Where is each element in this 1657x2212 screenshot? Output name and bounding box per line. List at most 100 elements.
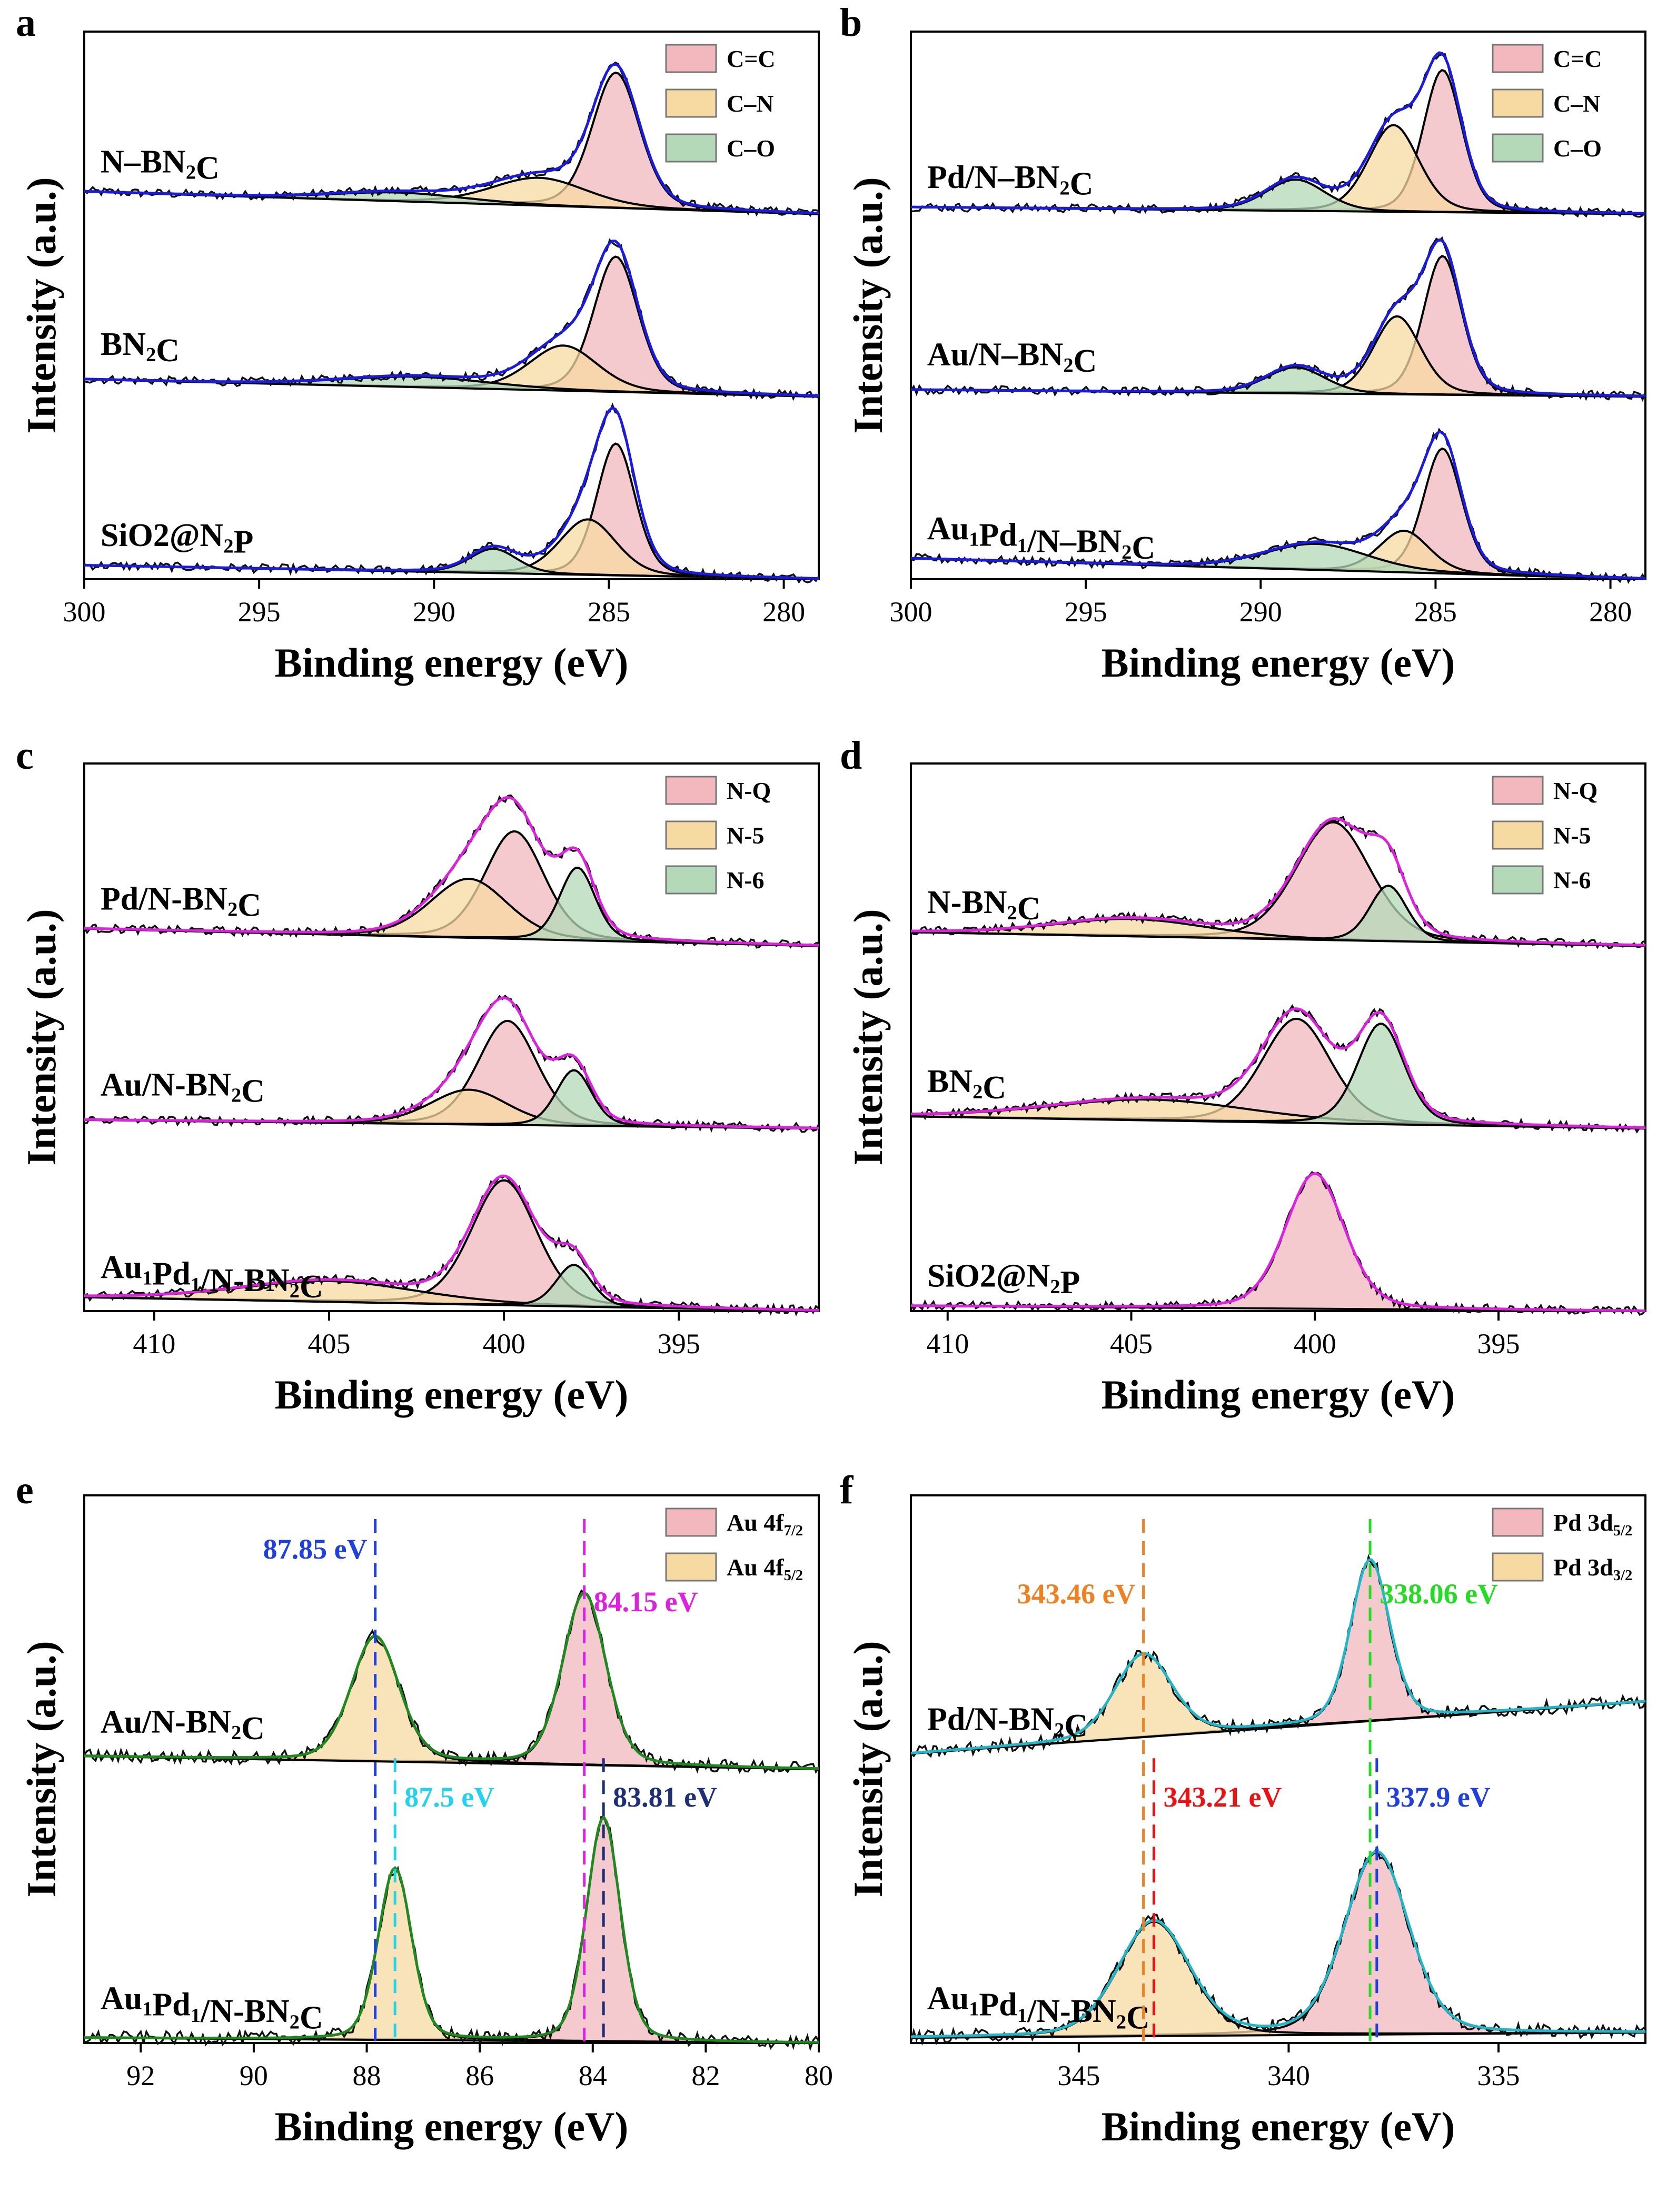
plot-frame <box>910 762 1646 1312</box>
raw-spectrum <box>910 1845 1646 2046</box>
x-tick-label: 400 <box>483 1328 525 1360</box>
sample-label: N–BN2​C <box>101 144 220 186</box>
legend-label: C–O <box>727 135 775 162</box>
legend-label: N-6 <box>1553 867 1591 894</box>
peak-fill-N-5 <box>911 919 1645 946</box>
legend-label: N-5 <box>1553 822 1591 849</box>
panel-letter: b <box>840 1 862 45</box>
x-tick-label: 90 <box>240 2060 268 2091</box>
legend-label: N-5 <box>727 822 765 849</box>
legend-swatch <box>1492 820 1544 850</box>
reference-line-label: 83.81 eV <box>613 1781 717 1813</box>
spectrum-a-0: N–BN2​C <box>83 61 819 217</box>
sample-label: N-BN2​C <box>927 885 1041 927</box>
legend-swatch <box>1492 88 1544 118</box>
plot-frame <box>910 1494 1646 2044</box>
legend-swatch <box>665 776 717 805</box>
legend-swatch <box>665 133 717 163</box>
raw-spectrum <box>84 1816 820 2052</box>
panel-letter: f <box>840 1468 854 1512</box>
panel-letter: e <box>16 1468 34 1512</box>
x-tick-label: 88 <box>353 2060 381 2091</box>
panel-c: c 410 405 400 395 Binding energy (eV) Intensit… <box>16 733 820 1417</box>
spectrum-c-2: Au1​Pd1​/N-BN2​C <box>83 1174 820 1317</box>
x-tick-label: 86 <box>465 2060 494 2091</box>
raw-spectrum <box>910 236 1646 402</box>
sample-label: Au/N-BN2​C <box>101 1704 265 1747</box>
legend-swatch <box>665 88 717 118</box>
legend-label: C–O <box>1553 135 1602 162</box>
sample-label: Pd/N-BN2​C <box>927 1702 1088 1744</box>
x-tick-label: 395 <box>658 1328 700 1360</box>
peak-curve-Au4f5/2 <box>84 1635 819 1770</box>
panel-b: b 300 295 290 285 280 Binding energy (eV) Inten… <box>840 1 1646 686</box>
spectrum-f-1: Au1​Pd1​/N-BN2​C <box>910 1845 1646 2046</box>
x-tick-label: 280 <box>762 596 805 628</box>
sample-label: Au1​Pd1​/N-BN2​C <box>927 1980 1150 2036</box>
peak-curve-Au4f7/2 <box>84 1592 819 1770</box>
legend-swatch <box>665 1552 717 1582</box>
x-tick-label: 405 <box>1110 1328 1153 1360</box>
raw-spectrum <box>910 816 1646 949</box>
spectrum-e-1: Au1​Pd1​/N-BN2​C <box>84 1816 820 2052</box>
x-tick-label: 92 <box>126 2060 155 2091</box>
peak-fill-C=C <box>84 256 819 397</box>
legend-label: C–N <box>1553 90 1600 117</box>
legend-swatch <box>665 865 717 895</box>
y-axis-label: Intensity (a.u.) <box>845 1641 891 1898</box>
x-axis-label: Binding energy (eV) <box>275 2104 629 2149</box>
reference-line-label: 343.21 eV <box>1164 1781 1282 1813</box>
spectrum-b-2: Au1​Pd1​/N–BN2​C <box>910 428 1646 584</box>
legend-label: C=C <box>727 45 776 72</box>
legend-swatch <box>1492 865 1544 895</box>
peak-fill-C=C <box>911 70 1645 214</box>
panel-letter: a <box>16 1 36 45</box>
y-axis-label: Intensity (a.u.) <box>18 909 64 1166</box>
panel-f: f 345 340 335 Binding energy (eV) Intensity (… <box>840 1468 1646 2149</box>
spectrum-b-0: Pd/N–BN2​C <box>910 51 1646 218</box>
sample-label: BN2​C <box>927 1064 1006 1106</box>
peak-fill-N-Q <box>911 1173 1645 1311</box>
fitted-envelope <box>911 51 1646 215</box>
raw-spectrum <box>910 428 1646 584</box>
raw-spectrum <box>83 1589 820 1774</box>
sample-label: Au1​Pd1​/N-BN2​C <box>101 1980 323 2036</box>
sample-label: Pd/N–BN2​C <box>927 160 1093 202</box>
peak-fill-Pd3d3/2 <box>911 1654 1645 1754</box>
x-tick-label: 335 <box>1477 2060 1520 2091</box>
reference-line-label: 343.46 eV <box>1017 1578 1136 1610</box>
legend-swatch <box>1492 1507 1544 1537</box>
legend-label: Pd 3d3/2​ <box>1553 1554 1632 1584</box>
spectrum-d-2: SiO2@N2​P <box>910 1171 1646 1316</box>
x-tick-label: 280 <box>1589 596 1632 628</box>
legend-label: C=C <box>1553 45 1602 72</box>
legend-swatch <box>1492 44 1544 73</box>
sample-label: Au/N-BN2​C <box>101 1067 265 1109</box>
peak-fill-C–O <box>911 367 1645 397</box>
plot-frame <box>83 762 820 1312</box>
fitted-envelope <box>84 1591 819 1770</box>
fitted-envelope <box>910 1172 1646 1312</box>
panel-letter: c <box>16 733 34 778</box>
fitted-envelope <box>84 1816 819 2044</box>
x-tick-label: 340 <box>1267 2060 1310 2091</box>
fitted-envelope <box>84 1174 819 1312</box>
peak-fill-C–O <box>84 376 819 397</box>
fitted-envelope <box>910 430 1646 580</box>
peak-fill-N-Q <box>911 822 1645 946</box>
panel-d: d 410 405 400 395 Binding energy (eV) Intensit… <box>840 733 1646 1417</box>
x-tick-label: 410 <box>926 1328 969 1360</box>
reference-line-label: 338.06 eV <box>1380 1578 1498 1610</box>
y-axis-label: Intensity (a.u.) <box>845 177 891 434</box>
peak-fill-Au4f5/2 <box>84 1636 819 1769</box>
spectrum-c-0: Pd/N-BN2​C <box>83 794 819 949</box>
plot-frame <box>83 31 820 580</box>
fitted-envelope <box>910 1558 1646 1754</box>
peak-fill-N-Q <box>911 1018 1645 1129</box>
spectrum-d-1: BN2​C <box>910 1004 1646 1134</box>
peak-fill-C–O <box>911 543 1645 579</box>
x-axis-label: Binding energy (eV) <box>275 1372 629 1417</box>
legend-swatch <box>1492 776 1544 805</box>
peak-fill-C=C <box>911 449 1645 579</box>
sample-label: BN2​C <box>101 326 180 369</box>
